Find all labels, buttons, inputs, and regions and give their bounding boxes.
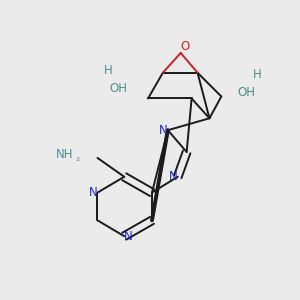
Text: OH: OH xyxy=(109,82,127,95)
Text: N: N xyxy=(159,124,168,137)
Text: N: N xyxy=(124,230,133,243)
Text: N: N xyxy=(169,170,178,183)
Text: O: O xyxy=(180,40,189,53)
Text: H: H xyxy=(104,64,113,77)
Text: NH: NH xyxy=(56,148,74,161)
Text: H: H xyxy=(253,68,261,81)
Text: N: N xyxy=(89,186,98,199)
Text: ₂: ₂ xyxy=(76,153,80,163)
Text: OH: OH xyxy=(237,86,255,99)
